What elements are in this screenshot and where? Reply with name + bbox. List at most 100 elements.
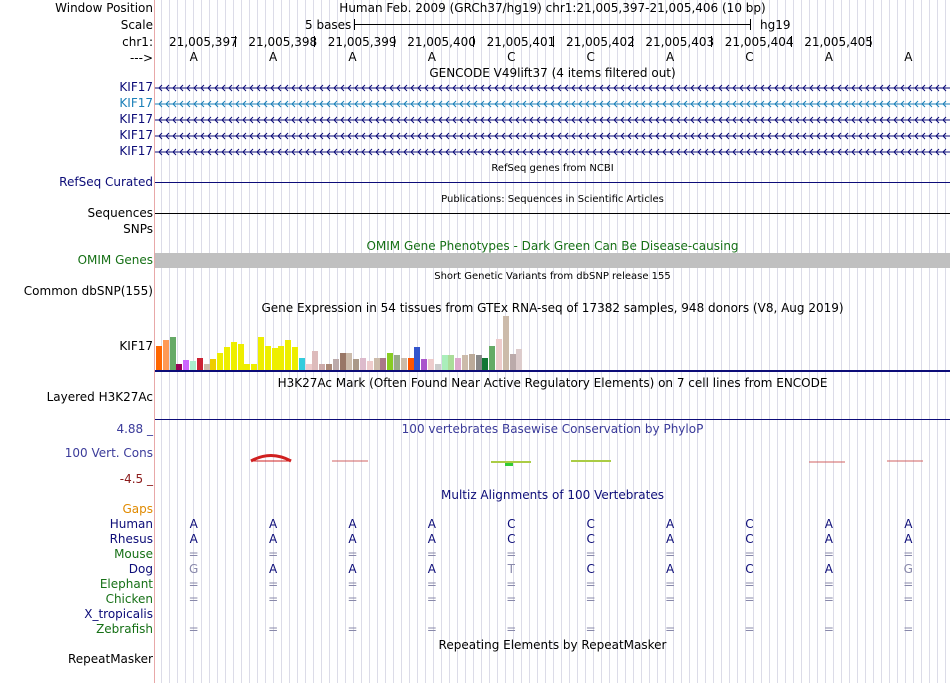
gridline — [241, 0, 242, 683]
gtex-tissue-bar[interactable] — [285, 340, 292, 370]
gridline — [681, 0, 682, 683]
h3k27ac-baseline — [155, 419, 950, 420]
gtex-tissue-bar[interactable] — [156, 346, 162, 370]
gencode-item-label[interactable]: KIF17 — [119, 112, 153, 126]
gridline — [633, 0, 634, 683]
gtex-tissue-bar[interactable] — [210, 359, 217, 370]
gtex-tissue-bar[interactable] — [394, 355, 400, 370]
gencode-transcript-line[interactable] — [155, 99, 950, 109]
gtex-tissue-bar[interactable] — [441, 355, 448, 370]
gtex-tissue-bar[interactable] — [312, 351, 319, 370]
gtex-tissue-bar[interactable] — [298, 358, 305, 370]
gtex-tissue-bar[interactable] — [509, 354, 516, 370]
gridline — [257, 0, 258, 683]
gtex-tissue-bar[interactable] — [271, 348, 278, 370]
gtex-tissue-bar[interactable] — [217, 353, 224, 370]
gtex-tissue-bar[interactable] — [400, 358, 407, 370]
gtex-tissue-bar[interactable] — [353, 359, 360, 370]
species-label[interactable]: Chicken — [105, 592, 153, 606]
gtex-tissue-bar[interactable] — [455, 358, 462, 370]
gtex-tissue-bar[interactable] — [516, 349, 523, 370]
gtex-tissue-bar[interactable] — [169, 337, 176, 370]
gencode-item-label[interactable]: KIF17 — [119, 128, 153, 142]
gtex-tissue-bar[interactable] — [305, 364, 312, 370]
gtex-tissue-bar[interactable] — [414, 347, 421, 370]
gtex-tissue-bar[interactable] — [462, 355, 468, 370]
gtex-tissue-bar[interactable] — [319, 364, 326, 370]
gaps-track-label[interactable]: Gaps — [122, 502, 153, 516]
gtex-tissue-bar[interactable] — [387, 353, 394, 370]
gencode-transcript-line[interactable] — [155, 115, 950, 125]
alignment-base: = — [585, 577, 596, 591]
gtex-tissue-bar[interactable] — [373, 358, 380, 370]
gtex-tissue-bar[interactable] — [244, 364, 251, 370]
gencode-item-label[interactable]: KIF17 — [119, 80, 153, 94]
omim-gene-bar[interactable] — [155, 253, 950, 268]
species-label[interactable]: Dog — [128, 562, 153, 576]
gtex-tissue-bar[interactable] — [468, 354, 475, 370]
h3k27ac-track-label[interactable]: Layered H3K27Ac — [46, 390, 153, 404]
gtex-tissue-bar[interactable] — [326, 364, 332, 370]
gtex-tissue-bar[interactable] — [339, 353, 346, 370]
dbsnp-track-label[interactable]: Common dbSNP(155) — [23, 284, 153, 298]
gtex-tissue-bar[interactable] — [407, 358, 414, 370]
gencode-transcript-line[interactable] — [155, 131, 950, 141]
gtex-bar-chart[interactable] — [156, 316, 536, 370]
repeatmasker-track-label[interactable]: RepeatMasker — [67, 652, 153, 666]
gtex-tissue-bar[interactable] — [176, 364, 183, 370]
gridline — [305, 0, 306, 683]
gtex-tissue-bar[interactable] — [360, 358, 366, 370]
omim-track-label[interactable]: OMIM Genes — [77, 253, 153, 267]
alignment-base: A — [268, 517, 278, 531]
gtex-tissue-bar[interactable] — [434, 364, 441, 370]
gtex-tissue-bar[interactable] — [489, 346, 496, 370]
species-label[interactable]: Rhesus — [109, 532, 153, 546]
gencode-track-title: GENCODE V49lift37 (4 items filtered out) — [429, 66, 676, 80]
gtex-tissue-bar[interactable] — [230, 342, 237, 370]
gtex-tissue-bar[interactable] — [278, 346, 285, 370]
alignment-base: C — [586, 562, 595, 576]
species-label[interactable]: Mouse — [114, 547, 153, 561]
gtex-tissue-bar[interactable] — [366, 361, 373, 370]
cons-track-label[interactable]: 100 Vert. Cons — [64, 446, 153, 460]
publications-line[interactable] — [155, 213, 950, 214]
species-label[interactable]: X_tropicalis — [84, 607, 153, 621]
gtex-tissue-bar[interactable] — [203, 364, 210, 370]
gtex-tissue-bar[interactable] — [224, 347, 230, 370]
cons-wiggle[interactable] — [155, 440, 950, 470]
gtex-tissue-bar[interactable] — [292, 347, 298, 370]
gtex-tissue-bar[interactable] — [496, 339, 502, 370]
gtex-tissue-bar[interactable] — [502, 316, 509, 370]
gtex-tissue-bar[interactable] — [475, 355, 482, 370]
gtex-tissue-bar[interactable] — [448, 355, 455, 370]
gencode-transcript-line[interactable] — [155, 83, 950, 93]
gencode-item-label[interactable]: KIF17 — [119, 96, 153, 110]
gtex-tissue-bar[interactable] — [264, 346, 271, 370]
gtex-tissue-bar[interactable] — [251, 364, 258, 370]
gtex-tissue-bar[interactable] — [190, 361, 196, 370]
gtex-tissue-bar[interactable] — [162, 340, 169, 370]
gtex-tissue-bar[interactable] — [196, 358, 203, 370]
gridline — [417, 0, 418, 683]
gtex-tissue-bar[interactable] — [421, 359, 428, 370]
gtex-tissue-bar[interactable] — [258, 337, 264, 370]
refseq-track-label[interactable]: RefSeq Curated — [59, 175, 153, 189]
snps-track-label[interactable]: SNPs — [123, 222, 153, 236]
browser-image[interactable]: Human Feb. 2009 (GRCh37/hg19) chr1:21,00… — [155, 0, 950, 683]
species-label[interactable]: Elephant — [99, 577, 153, 591]
gencode-item-label[interactable]: KIF17 — [119, 144, 153, 158]
gtex-tissue-bar[interactable] — [380, 358, 387, 370]
alignment-base: = — [188, 577, 199, 591]
gtex-track-label[interactable]: KIF17 — [119, 339, 153, 353]
gtex-tissue-bar[interactable] — [237, 344, 244, 370]
gtex-tissue-bar[interactable] — [482, 358, 489, 370]
refseq-gene-line[interactable] — [155, 182, 950, 183]
gtex-tissue-bar[interactable] — [346, 353, 353, 370]
species-label[interactable]: Zebrafish — [96, 622, 153, 636]
gtex-tissue-bar[interactable] — [332, 359, 339, 370]
gtex-tissue-bar[interactable] — [428, 359, 434, 370]
species-label[interactable]: Human — [109, 517, 153, 531]
gtex-tissue-bar[interactable] — [183, 360, 190, 370]
publications-track-label[interactable]: Sequences — [87, 206, 153, 220]
gencode-transcript-line[interactable] — [155, 147, 950, 157]
